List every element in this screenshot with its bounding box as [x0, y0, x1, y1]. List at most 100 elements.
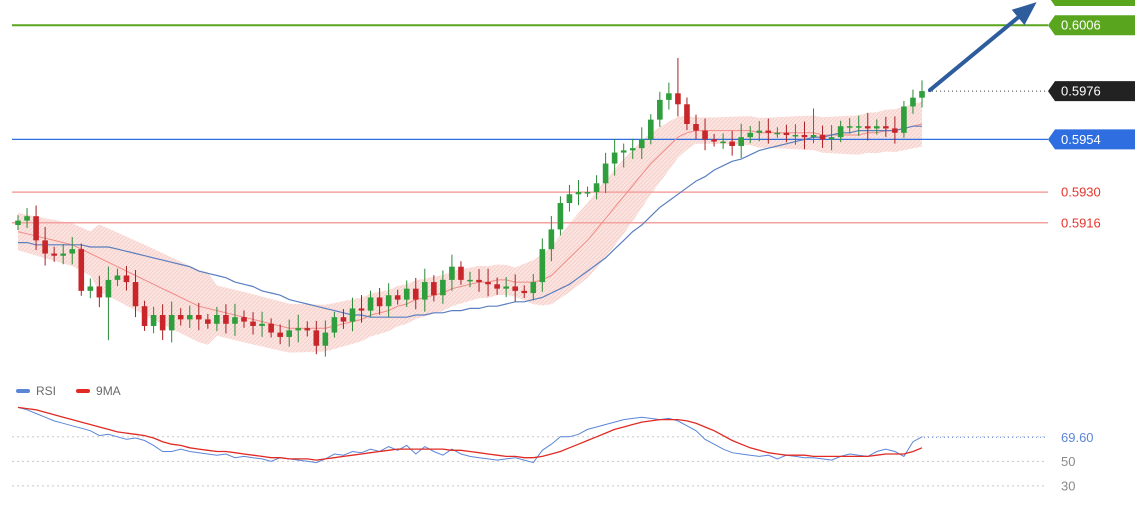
candle-up — [557, 203, 564, 230]
candle-down — [892, 128, 898, 133]
candle-down — [394, 295, 401, 300]
candle-up — [232, 317, 238, 324]
candle-up — [69, 249, 76, 254]
candle-down — [412, 288, 419, 300]
candle-down — [711, 139, 717, 142]
candle-up — [150, 315, 157, 326]
ma-legend-swatch — [76, 389, 91, 393]
candle-down — [33, 216, 39, 241]
candle-down — [205, 319, 211, 324]
candle-up — [846, 126, 853, 128]
top-level-tag-partial — [1050, 0, 1135, 6]
candle-down — [141, 306, 148, 326]
current-label-bg — [1048, 81, 1135, 102]
legend-item-9ma: 9MA — [76, 384, 121, 398]
candle-down — [132, 282, 139, 307]
rsi-legend-swatch — [16, 389, 30, 393]
candle-down — [693, 124, 699, 131]
candle-down — [268, 323, 274, 333]
candle-up — [114, 275, 121, 280]
candle-down — [801, 135, 808, 138]
candle-up — [774, 132, 781, 135]
ma-legend-label: 9MA — [96, 384, 121, 398]
candle-down — [42, 240, 48, 254]
candle-down — [765, 130, 772, 133]
candle-up — [503, 286, 509, 289]
candle-up — [449, 266, 455, 280]
support-1-label: 0.5930 — [1061, 185, 1101, 200]
candle-down — [376, 297, 383, 307]
candle-down — [78, 249, 85, 291]
candle-up — [322, 332, 329, 346]
candle-down — [51, 253, 57, 256]
candle-up — [629, 148, 636, 151]
candle-up — [440, 279, 446, 296]
candle-up — [792, 135, 799, 137]
candle-down — [340, 317, 347, 322]
candle-up — [87, 286, 94, 291]
candle-up — [756, 130, 763, 133]
rsi-tick-label: 30 — [1061, 478, 1075, 493]
candle-down — [883, 126, 889, 129]
candle-up — [855, 126, 862, 128]
candle-up — [657, 99, 663, 120]
candle-down — [159, 315, 166, 331]
candle-up — [539, 249, 546, 283]
candle-up — [24, 216, 30, 221]
legend-item-rsi: RSI — [16, 384, 56, 398]
candle-up — [385, 295, 392, 307]
candle-down — [783, 132, 790, 135]
candle-down — [864, 126, 871, 129]
candle-down — [277, 332, 283, 337]
candle-down — [702, 130, 708, 140]
candle-down — [458, 266, 464, 280]
candle-up — [566, 194, 573, 204]
candle-down — [250, 321, 256, 326]
candle-up — [828, 137, 835, 140]
rsi-legend: RSI 9MA — [16, 384, 121, 398]
candle-down — [223, 315, 229, 324]
candle-up — [575, 192, 582, 195]
candle-up — [105, 279, 112, 298]
candle-down — [358, 308, 365, 311]
pivot-label-tag: 0.5954 — [1048, 129, 1135, 150]
candle-down — [177, 315, 184, 320]
candle-down — [684, 104, 690, 125]
candle-up — [15, 220, 21, 225]
candle-up — [647, 119, 654, 140]
rsi-current-label: 69.60 — [1061, 430, 1094, 445]
candle-up — [584, 192, 591, 194]
candle-down — [729, 141, 735, 146]
pivot-label: 0.5954 — [1061, 132, 1101, 147]
candle-up — [421, 282, 428, 300]
support-2-label: 0.5916 — [1061, 215, 1101, 230]
candle-up — [349, 308, 356, 322]
candle-up — [286, 330, 293, 337]
candle-down — [96, 286, 103, 298]
candle-up — [186, 315, 193, 320]
candle-down — [476, 279, 482, 283]
candle-up — [295, 328, 302, 331]
candle-down — [304, 328, 311, 331]
candle-up — [611, 152, 618, 164]
rsi-ma-line — [17, 406, 923, 461]
candle-up — [873, 126, 880, 129]
candle-up — [810, 135, 817, 138]
candle-up — [259, 323, 265, 326]
pivot-label-bg — [1048, 129, 1135, 150]
candle-down — [675, 93, 681, 105]
resistance-label: 0.6006 — [1061, 18, 1101, 33]
candle-up — [60, 253, 67, 256]
candle-up — [837, 126, 844, 138]
rsi-tick-label: 50 — [1061, 454, 1075, 469]
candle-up — [720, 141, 726, 144]
candle-up — [593, 183, 600, 193]
trend-arrow-head — [1011, 2, 1037, 26]
rsi-line — [17, 406, 923, 464]
candle-up — [367, 297, 374, 311]
candle-up — [467, 279, 473, 282]
current-label: 0.5976 — [1061, 84, 1101, 99]
candle-down — [521, 290, 528, 294]
candle-up — [530, 282, 537, 294]
